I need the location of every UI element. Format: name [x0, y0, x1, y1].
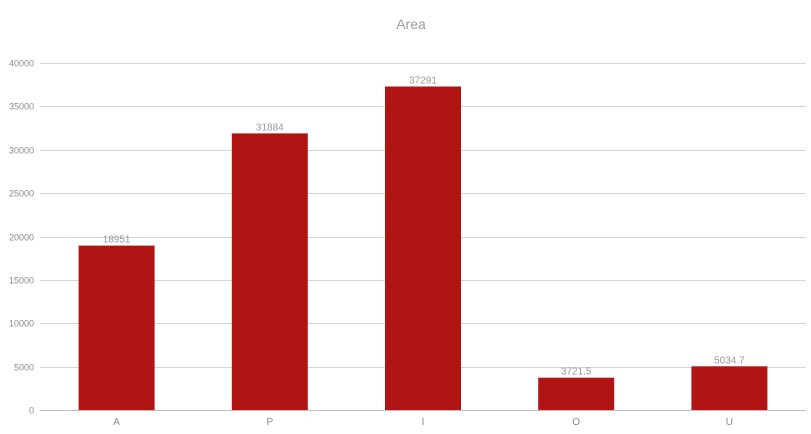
data-label-o: 3721.5	[561, 367, 592, 378]
y-tick-label: 35000	[9, 102, 34, 112]
data-label-a: 18951	[103, 235, 131, 246]
bar-o	[538, 377, 615, 410]
bar-a	[78, 245, 155, 410]
y-tick-label: 25000	[9, 189, 34, 199]
bar-p	[231, 133, 308, 410]
y-tick-label: 5000	[14, 363, 34, 373]
y-axis-tick-labels: 0 5000 10000 15000 20000 25000 30000 35000 40000	[9, 59, 34, 416]
y-tick-label: 20000	[9, 233, 34, 243]
y-tick-label: 30000	[9, 146, 34, 156]
x-tick-label-a: A	[113, 417, 120, 428]
y-tick-label: 10000	[9, 319, 34, 329]
x-tick-label-u: U	[726, 417, 733, 428]
chart-title: Area	[396, 16, 426, 32]
data-label-i: 37291	[409, 76, 437, 87]
bar-i	[385, 86, 461, 410]
data-label-p: 31884	[256, 122, 284, 133]
y-tick-label: 40000	[9, 59, 34, 69]
data-label-u: 5034.7	[714, 355, 745, 366]
x-tick-label-i: I	[422, 417, 425, 428]
x-tick-label-o: O	[572, 417, 580, 428]
x-tick-label-p: P	[266, 417, 273, 428]
bars	[78, 86, 768, 410]
y-tick-label: 0	[29, 406, 34, 416]
y-tick-label: 15000	[9, 276, 34, 286]
data-labels: 18951 31884 37291 3721.5 5034.7	[103, 76, 745, 378]
bar-u	[691, 366, 768, 410]
